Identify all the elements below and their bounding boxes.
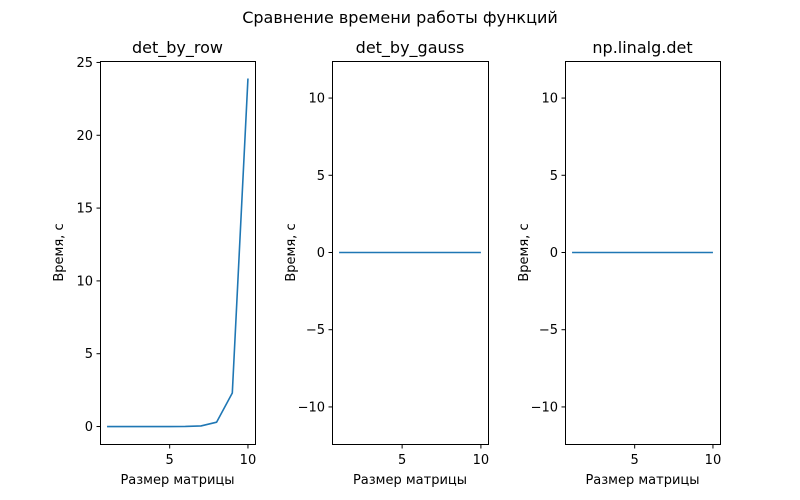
- x-tick-label: 10: [705, 453, 722, 468]
- subplot-3: 5 10 −10 −5 0 5 10 np.linalg.det Размер матрицы В…: [517, 38, 721, 488]
- y-tick-label: 0: [317, 246, 325, 261]
- y-tick-label: 0: [85, 420, 93, 435]
- subplot-title: det_by_gauss: [356, 38, 465, 58]
- y-tick-label: 10: [308, 92, 325, 107]
- series-line: [107, 78, 249, 428]
- subplot-2: 5 10 −10 −5 0 5 10 det_by_gauss Размер матрицы Вр…: [284, 38, 489, 488]
- y-axis-label: Время, с: [284, 223, 299, 281]
- y-tick-label: 25: [76, 56, 93, 71]
- x-tick-label: 5: [398, 453, 406, 468]
- y-tick-label: −5: [306, 323, 325, 338]
- x-tick-label: 10: [240, 453, 257, 468]
- y-axis-label: Время, с: [517, 223, 532, 281]
- x-tick-label: 10: [473, 453, 490, 468]
- x-tick-label: 5: [631, 453, 639, 468]
- y-tick-label: 0: [550, 246, 558, 261]
- y-tick-label: 20: [76, 129, 93, 144]
- y-tick-label: 5: [85, 347, 93, 362]
- y-tick-label: 10: [76, 274, 93, 289]
- y-tick-label: 10: [541, 92, 558, 107]
- axes-frame: [100, 61, 256, 445]
- subplot-title: np.linalg.det: [592, 38, 692, 57]
- y-tick-label: 5: [550, 169, 558, 184]
- y-tick-label: 15: [76, 202, 93, 217]
- x-axis-label: Размер матрицы: [585, 473, 699, 488]
- y-tick-label: −10: [531, 400, 558, 415]
- subplot-title: det_by_row: [132, 38, 223, 58]
- y-tick-label: 5: [317, 169, 325, 184]
- subplot-1: 5 10 0 5 10 15 20 25 det_by_row Размер матрицы Вре…: [52, 38, 256, 488]
- x-axis-label: Размер матрицы: [120, 473, 234, 488]
- x-tick-label: 5: [166, 453, 174, 468]
- figure-suptitle: Сравнение времени работы функций: [242, 8, 558, 27]
- y-tick-label: −5: [539, 323, 558, 338]
- y-axis-label: Время, с: [52, 223, 67, 281]
- x-axis-label: Размер матрицы: [353, 473, 467, 488]
- y-tick-label: −10: [298, 400, 325, 415]
